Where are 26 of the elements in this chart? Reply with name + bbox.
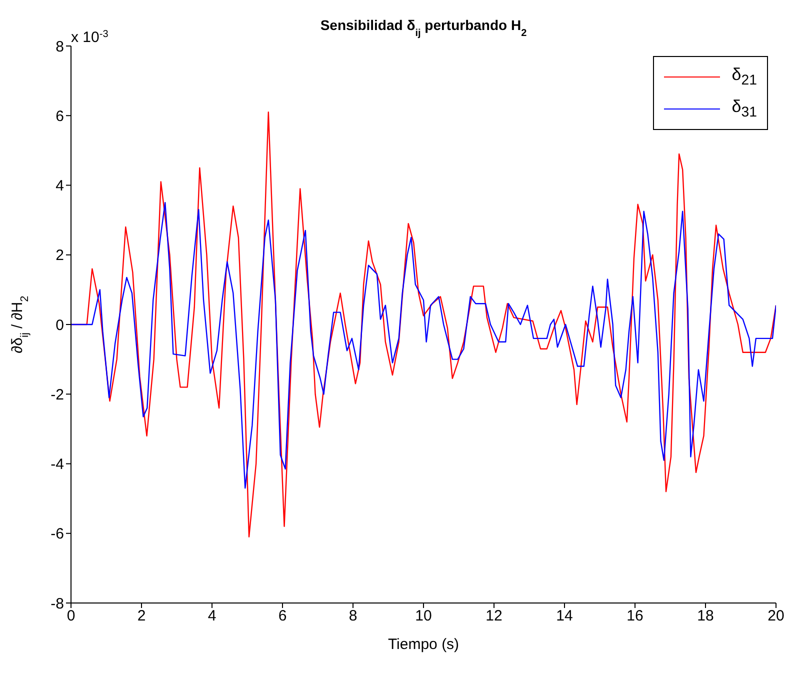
x-axis-title: Tiempo (s) — [388, 636, 460, 653]
x-tick-label: 20 — [768, 608, 784, 625]
line-series — [71, 202, 776, 489]
y-tick-label: 8 — [56, 38, 64, 56]
legend-label: δ$_{21}$ — [732, 65, 757, 89]
annotation: x 10$^{-3}$ — [71, 28, 109, 46]
x-tick-label: 2 — [137, 608, 146, 625]
y-tick-label: 4 — [56, 178, 64, 195]
y-tick-label: -6 — [50, 526, 64, 543]
y-tick-label: 2 — [56, 247, 64, 264]
y-tick-label: -4 — [50, 456, 64, 474]
y-tick-label: 6 — [56, 108, 64, 125]
x-tick-label: 4 — [208, 608, 216, 625]
x-tick-label: 14 — [556, 608, 573, 625]
y-tick-label: -8 — [50, 595, 64, 612]
y-tick-label: -2 — [50, 386, 64, 404]
x-tick-label: 12 — [486, 608, 502, 625]
x-tick-label: 6 — [278, 608, 287, 625]
chart-title: Sensibilidad δ$_{ij}$ perturbando H$_{2}$ — [320, 17, 528, 38]
x-tick-label: 0 — [66, 608, 76, 625]
x-tick-label: 10 — [415, 608, 432, 625]
x-tick-label: 8 — [348, 608, 358, 625]
x-tick-label: 16 — [626, 608, 644, 625]
legend-label: δ$_{31}$ — [732, 97, 757, 121]
x-tick-label: 18 — [697, 608, 714, 625]
y-tick-label: 0 — [56, 316, 64, 334]
